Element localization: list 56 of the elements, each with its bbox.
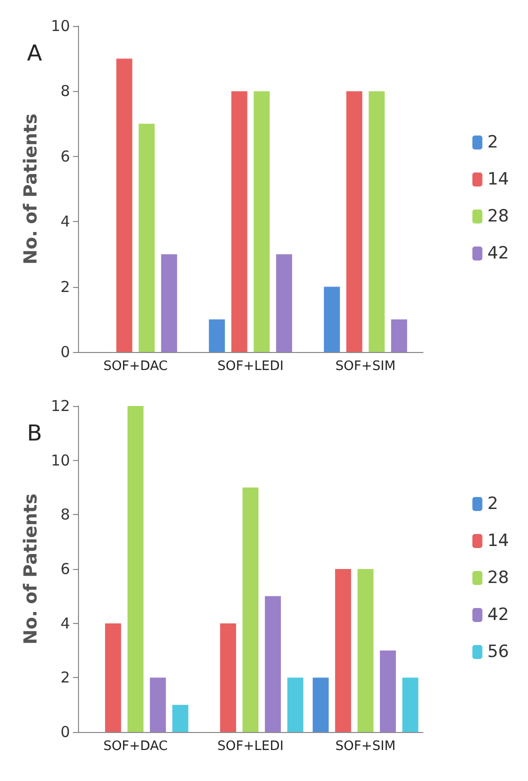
y-tick-label: 10: [50, 17, 70, 35]
y-tick-label: 10: [50, 451, 70, 470]
y-axis-title: No. of Patients: [20, 494, 42, 644]
y-tick-label: 0: [60, 723, 70, 741]
x-tick-label: SOF+DAC: [103, 739, 168, 754]
bar: [264, 596, 281, 732]
y-tick-label: 8: [60, 82, 70, 100]
text: B: [27, 422, 42, 446]
bar: [358, 569, 374, 732]
bar: [220, 623, 236, 732]
legend-label: 2: [487, 132, 498, 152]
bar: [402, 678, 418, 732]
legend-label: 28: [487, 206, 510, 226]
bar: [128, 406, 144, 732]
legend-label: 42: [487, 244, 510, 264]
bar: [391, 319, 408, 352]
bar: [138, 124, 155, 352]
y-tick-label: 2: [60, 278, 70, 296]
bar: [276, 254, 292, 352]
bar: [335, 569, 352, 732]
bar: [231, 91, 248, 352]
bar: [312, 678, 329, 732]
bar: [172, 704, 188, 732]
y-tick-label: 12: [50, 397, 70, 415]
bar: [368, 91, 385, 352]
y-tick-label: 4: [60, 212, 70, 231]
y-tick-label: 6: [60, 147, 70, 166]
x-tick-label: SOF+DAC: [103, 359, 168, 374]
bar: [324, 286, 340, 352]
bar: [254, 91, 270, 352]
bar: [105, 623, 122, 732]
legend-label: 56: [487, 642, 510, 662]
x-tick-label: SOF+LEDI: [217, 359, 284, 374]
bar: [208, 319, 225, 352]
y-tick-label: 6: [60, 560, 70, 578]
y-tick-label: 2: [60, 668, 70, 687]
y-tick-label: 8: [60, 506, 70, 524]
bar: [150, 678, 166, 732]
x-tick-label: SOF+SIM: [335, 739, 396, 754]
bar: [380, 650, 396, 732]
legend-label: 14: [487, 170, 510, 190]
y-axis-title: No. of Patients: [20, 114, 42, 264]
bar: [116, 58, 132, 352]
x-tick-label: SOF+SIM: [335, 359, 396, 374]
y-tick-label: 0: [60, 343, 70, 361]
legend-label: 42: [487, 605, 510, 625]
bar: [161, 254, 178, 352]
legend-label: 14: [487, 531, 510, 551]
bar: [346, 91, 362, 352]
bar: [287, 678, 304, 732]
y-tick-label: 4: [60, 614, 70, 632]
bar: [242, 488, 258, 732]
legend-label: 2: [487, 494, 498, 514]
text: A: [27, 42, 42, 66]
legend-label: 28: [487, 568, 510, 588]
x-tick-label: SOF+LEDI: [217, 739, 284, 754]
